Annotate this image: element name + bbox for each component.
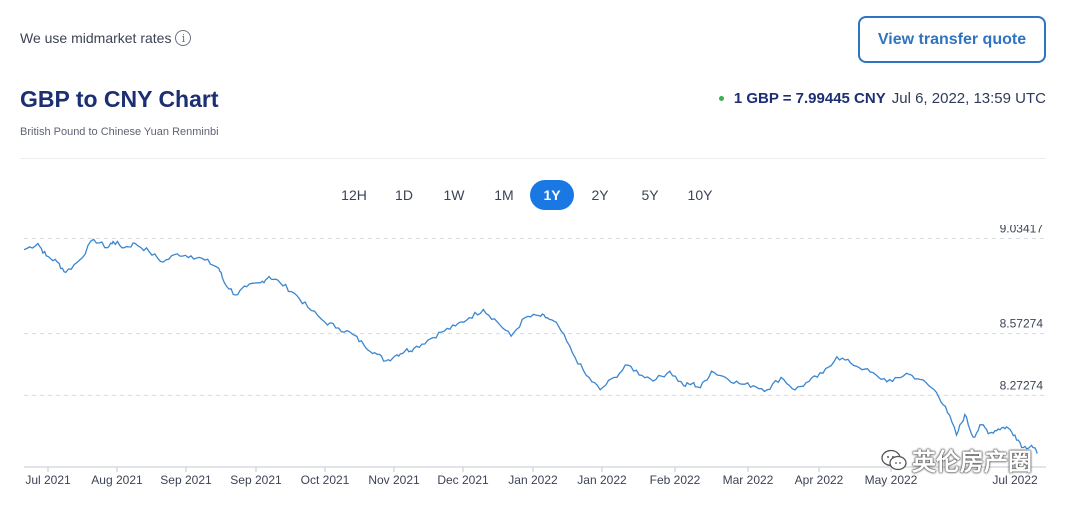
x-tick-label: Jan 2022 (577, 473, 627, 487)
info-circle-icon[interactable]: i (175, 30, 192, 46)
rate-value: 1 GBP = 7.99445 CNY (733, 90, 886, 107)
page-title: GBP to CNY Chart (20, 86, 219, 112)
y-tick-label: 8.27274 (1000, 378, 1044, 392)
tab-1d[interactable]: 1D (395, 187, 413, 203)
y-tick-label: 9.03417 (1000, 225, 1044, 236)
watermark: 英伦房产圈 (880, 442, 1032, 477)
tab-5y[interactable]: 5Y (641, 187, 659, 203)
midmarket-note: We use midmarket rates i (20, 30, 192, 46)
watermark-text: 英伦房产圈 (912, 448, 1032, 476)
tab-10y[interactable]: 10Y (687, 187, 713, 203)
x-tick-label: Nov 2021 (368, 473, 420, 487)
tab-1y[interactable]: 1Y (530, 180, 574, 210)
wechat-icon (881, 449, 907, 470)
x-tick-label: Aug 2021 (91, 473, 143, 487)
x-tick-label: Dec 2021 (437, 473, 489, 487)
x-tick-label: Apr 2022 (795, 473, 844, 487)
series-line (23, 238, 1038, 454)
tab-1m[interactable]: 1M (494, 187, 514, 203)
tab-1w[interactable]: 1W (443, 187, 465, 203)
x-tick-label: Sep 2021 (160, 473, 212, 487)
view-transfer-quote-button[interactable]: View transfer quote (858, 16, 1046, 63)
rate-chart[interactable]: Jul 2021 Aug 2021 Sep 2021 Sep 2021 Oct 2021… (0, 225, 1080, 495)
page-subtitle: British Pound to Chinese Yuan Renminbi (20, 126, 219, 138)
x-tick-label: Jul 2022 (992, 473, 1038, 487)
tab-12h[interactable]: 12H (341, 187, 367, 203)
current-rate: 1 GBP = 7.99445 CNY Jul 6, 2022, 13:59 U… (718, 90, 1046, 107)
time-range-tabs: 12H 1D 1W 1M 1Y 2Y 5Y 10Y (330, 180, 726, 210)
rate-timestamp: Jul 6, 2022, 13:59 UTC (891, 90, 1046, 107)
x-tick-label: Sep 2021 (230, 473, 282, 487)
live-status-dot (718, 96, 724, 101)
x-tick-label: Feb 2022 (650, 473, 701, 487)
tab-2y[interactable]: 2Y (591, 187, 609, 203)
midmarket-text: We use midmarket rates (20, 30, 172, 46)
x-tick-label: Oct 2021 (301, 473, 350, 487)
x-tick-label: Jan 2022 (508, 473, 558, 487)
x-tick-label: May 2022 (865, 473, 918, 487)
y-tick-label: 8.57274 (1000, 317, 1044, 331)
x-tick-label: Jul 2021 (25, 473, 71, 487)
divider (20, 158, 1046, 159)
x-tick-label: Mar 2022 (723, 473, 774, 487)
